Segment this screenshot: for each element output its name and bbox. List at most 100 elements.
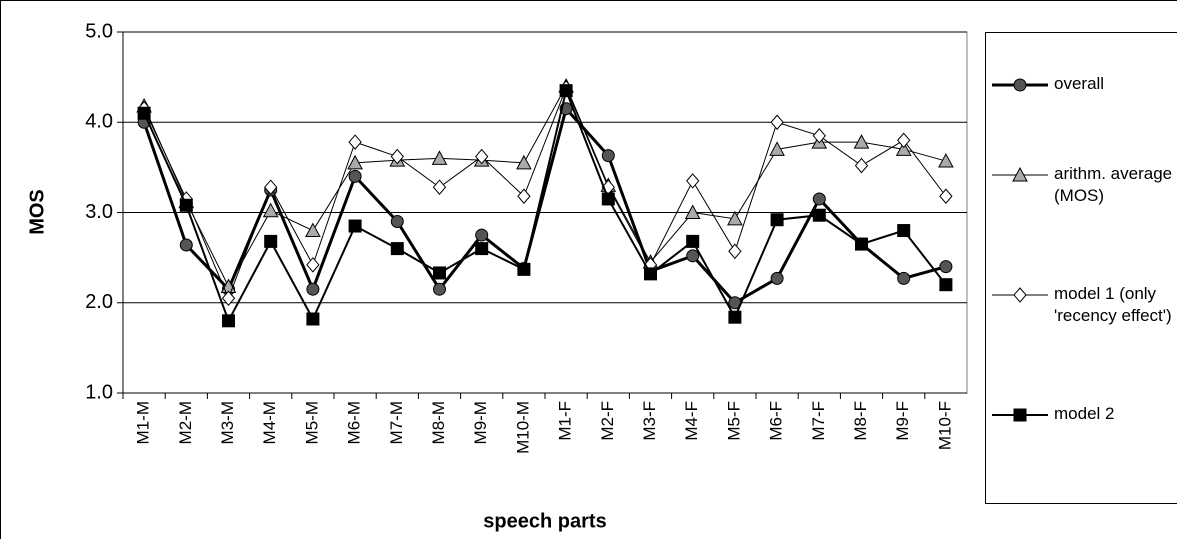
legend-marker [1013,408,1027,422]
x-tick-label: M2-F [598,401,617,441]
x-tick-label: M10-M [513,401,532,454]
legend-swatch [992,166,1048,182]
series-line [143,87,947,324]
data-point [686,249,700,263]
legend-marker [1013,287,1027,303]
x-tick-label: M5-M [302,401,321,444]
data-point [348,169,362,183]
data-point [475,228,489,242]
y-tick-label: 1.0 [85,381,113,403]
data-point [727,210,743,226]
data-point [853,134,870,149]
data-point [433,282,446,296]
legend-swatch [992,408,1048,422]
data-point [854,157,869,174]
y-axis-label: MOS [26,189,48,235]
data-point [895,141,912,156]
data-point [348,219,362,233]
data-point [221,290,236,307]
y-tick-label: 5.0 [85,20,113,42]
data-point [517,262,531,276]
data-point [222,314,235,328]
x-tick-label: M2-M [176,401,195,444]
data-point [432,179,447,195]
data-point [686,234,700,248]
legend: overall arithm. average (MOS) model 1 (onl… [985,32,1177,504]
data-point [433,266,446,280]
x-tick-label: M1-M [134,401,153,444]
data-point [306,312,320,326]
legend-label: model 2 [1054,404,1115,423]
x-tick-label: M3-F [640,401,659,441]
x-tick-label: M9-M [471,401,490,444]
legend-label: arithm. average (MOS) [1054,164,1173,205]
x-axis-label: speech parts [483,510,606,532]
series-line [143,86,947,300]
data-point [770,213,784,227]
y-tick-label: 3.0 [85,201,113,223]
series-line [143,85,947,288]
data-point [306,257,320,273]
data-point [475,242,489,256]
data-point [684,204,701,219]
legend-marker [1012,166,1028,182]
data-point [179,198,193,212]
data-point [262,202,279,218]
data-point [855,237,868,251]
data-point [812,192,826,206]
data-point [770,114,784,131]
data-point [897,271,911,285]
data-point [475,148,489,165]
data-point [812,208,826,222]
data-point [137,106,151,120]
data-point [939,260,953,274]
data-point [517,188,531,205]
legend-label: model 1 (only 'recency effect') [1054,284,1172,325]
x-tick-label: M7-F [809,401,828,441]
data-point [897,224,911,238]
x-tick-label: M3-M [218,401,237,444]
data-point [770,271,784,285]
data-point [390,148,404,165]
x-tick-label: M1-F [556,401,575,441]
x-tick-label: M4-F [682,401,701,441]
x-tick-label: M10-F [935,401,954,450]
legend-swatch [992,287,1048,303]
data-point [728,243,742,260]
data-point [348,134,362,150]
data-point [390,215,404,229]
data-point [938,153,954,168]
data-point [686,173,700,189]
data-point [516,154,532,170]
data-point [347,154,363,170]
x-tick-label: M8-M [429,401,448,444]
data-point [305,222,321,238]
data-point [601,149,615,163]
legend-label: overall [1054,74,1105,93]
data-point [306,282,320,296]
x-tick-label: M6-F [767,401,786,441]
data-point [431,150,448,165]
data-point [559,84,573,98]
data-point [939,188,953,205]
legend-swatch [992,78,1048,92]
data-point [897,132,911,149]
data-point [644,267,657,281]
x-tick-label: M6-M [345,401,364,444]
data-point [728,310,742,324]
y-tick-label: 4.0 [85,111,113,133]
data-point [264,234,278,248]
data-point [601,192,615,206]
x-tick-label: M7-M [387,401,406,444]
data-point [264,179,278,195]
x-tick-label: M5-F [724,401,743,441]
data-point [812,128,826,144]
y-tick-label: 2.0 [85,291,113,313]
legend-marker [1013,78,1027,92]
data-point [390,242,404,256]
data-point [939,278,953,292]
data-point [179,238,193,252]
x-tick-label: M8-F [851,401,870,441]
